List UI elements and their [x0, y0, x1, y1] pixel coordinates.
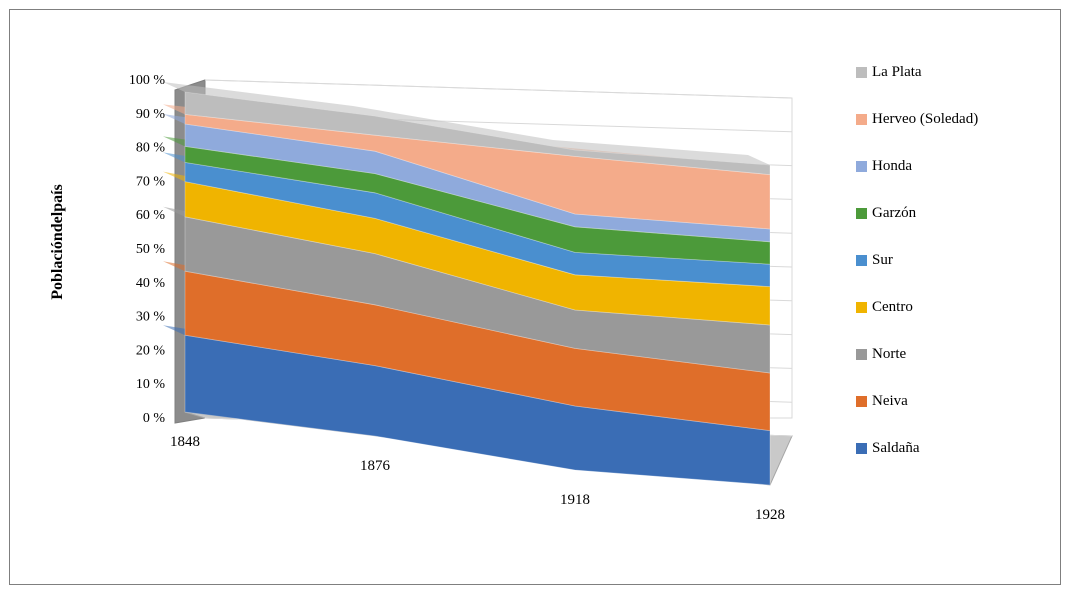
y-tick-label: 0 %: [143, 411, 166, 426]
legend-item: Norte: [856, 344, 906, 364]
y-tick-label: 100 %: [129, 73, 166, 88]
legend-swatch: [856, 207, 867, 219]
y-tick-label: 80 %: [136, 141, 166, 156]
legend-swatch: [856, 301, 867, 313]
legend-item: Honda: [856, 156, 912, 176]
legend-label: La Plata: [872, 63, 922, 80]
area-salda-a: [184, 334, 771, 486]
area-la-plata: [184, 91, 771, 176]
y-tick-label: 60 %: [136, 208, 166, 223]
legend-item: La Plata: [856, 62, 922, 82]
legend-label: Centro: [872, 298, 913, 315]
legend-item: Sur: [856, 250, 893, 270]
legend-label: Honda: [872, 157, 912, 174]
y-axis-label: Poblacióndelpaís: [49, 184, 66, 300]
gridline: [204, 79, 793, 99]
legend-swatch: [856, 66, 867, 78]
legend-swatch: [856, 113, 867, 125]
legend-swatch: [856, 442, 867, 454]
x-tick-label: 1848: [170, 434, 200, 450]
legend-label: Neiva: [872, 392, 908, 409]
legend-item: Neiva: [856, 391, 908, 411]
legend-swatch: [856, 254, 867, 266]
legend-label: Garzón: [872, 204, 917, 221]
legend-item: Herveo (Soledad): [856, 109, 978, 129]
y-tick-label: 40 %: [136, 276, 166, 291]
y-tick-label: 20 %: [136, 343, 166, 358]
y-tick-label: 30 %: [136, 310, 166, 325]
y-tick-label: 70 %: [136, 174, 166, 189]
x-tick-label: 1928: [755, 507, 785, 523]
area-herveo-soledad-: [184, 113, 771, 230]
legend-item: Garzón: [856, 203, 916, 223]
legend-item: Centro: [856, 297, 913, 317]
y-tick-label: 10 %: [136, 377, 166, 392]
x-tick-label: 1876: [360, 458, 391, 474]
legend-label: Norte: [872, 345, 907, 362]
area-sur: [184, 161, 771, 288]
y-tick-label: 50 %: [136, 242, 166, 257]
legend-label: Saldaña: [872, 439, 920, 456]
area-edge: [163, 82, 770, 165]
x-tick-label: 1918: [560, 492, 590, 508]
y-tick-label: 90 %: [136, 107, 166, 122]
legend-swatch: [856, 348, 867, 360]
area-garz-n: [184, 145, 771, 265]
legend-swatch: [856, 160, 867, 172]
legend-swatch: [856, 395, 867, 407]
legend-item: Saldaña: [856, 438, 919, 458]
legend-label: Sur: [872, 251, 893, 268]
legend-label: Herveo (Soledad): [872, 110, 979, 127]
area-centro: [184, 181, 771, 326]
